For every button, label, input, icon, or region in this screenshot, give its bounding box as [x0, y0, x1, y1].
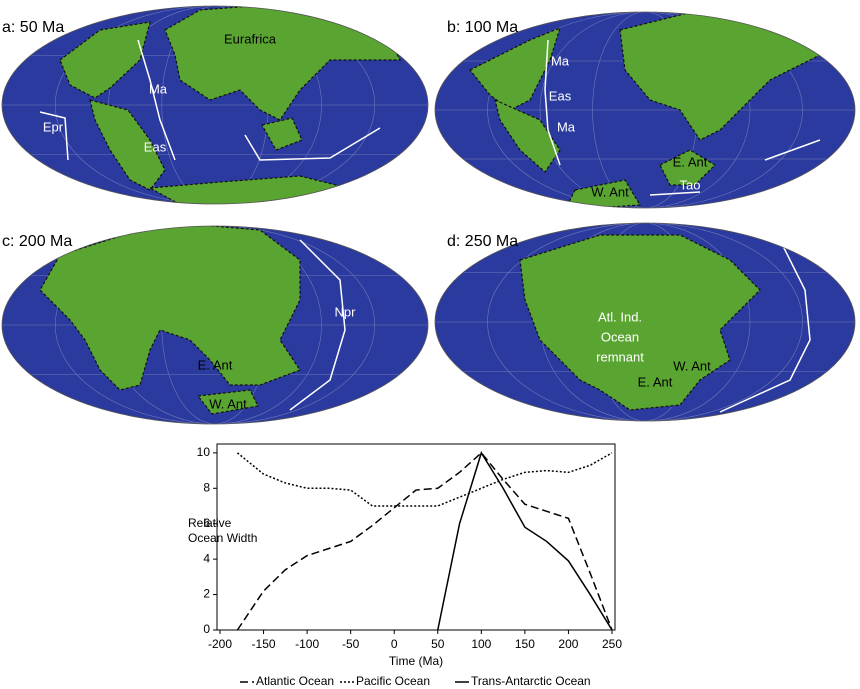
x-tick-label: -200 — [208, 637, 232, 651]
map-label: Ma — [149, 81, 168, 96]
x-axis-label: Time (Ma) — [389, 654, 443, 668]
ridge — [544, 39, 561, 166]
map — [2, 6, 428, 204]
series-line — [437, 451, 613, 631]
maps: a: 50 Ma Eurafrica Ma Epr Eas b: 100 Ma Ma Eas M… — [1, 5, 856, 425]
x-tick-label: -150 — [252, 637, 276, 651]
x-tick-label: 150 — [515, 637, 535, 651]
legend-label: Atlantic Ocean — [256, 674, 334, 688]
plot-frame — [216, 443, 616, 631]
map-label: Npr — [335, 304, 357, 319]
x-tick-label: -50 — [342, 637, 360, 651]
x-tick-label: 100 — [471, 637, 491, 651]
map-outline — [434, 11, 856, 209]
map-label: Epr — [43, 119, 64, 134]
map-label: remnant — [596, 349, 644, 364]
series-line — [236, 451, 613, 631]
continent — [196, 389, 259, 415]
map-label: W. Ant — [209, 396, 247, 411]
map-label: Eurafrica — [224, 31, 277, 46]
y-axis-label: Relative Ocean Width — [188, 516, 258, 545]
map — [435, 12, 855, 208]
y-tick-label: 0 — [203, 622, 210, 636]
map — [435, 223, 855, 421]
legend-label: Pacific Ocean — [356, 674, 430, 688]
continent — [659, 149, 716, 186]
map-label: Eas — [144, 139, 167, 154]
ridge — [289, 239, 346, 411]
legend-label: Trans-Antarctic Ocean — [471, 674, 591, 688]
ridge — [39, 111, 69, 161]
y-tick-label: 8 — [203, 480, 210, 494]
y-tick-label: 4 — [203, 551, 210, 565]
map-outline — [434, 222, 856, 422]
map-label: W. Ant — [591, 184, 629, 199]
map-label: E. Ant — [198, 357, 233, 372]
y-tick-label: 10 — [197, 445, 211, 459]
map-title: c: 200 Ma — [2, 233, 72, 250]
ridge — [244, 127, 381, 161]
map-label: Ocean — [601, 329, 639, 344]
map-outline — [1, 5, 429, 205]
ridge — [649, 191, 701, 196]
map-label: W. Ant — [673, 358, 711, 373]
continent — [494, 98, 561, 173]
continent — [59, 21, 151, 99]
map-label: E. Ant — [673, 154, 708, 169]
ridge — [719, 239, 811, 413]
map-label: Ma — [551, 53, 570, 68]
map-title: a: 50 Ma — [2, 19, 64, 36]
ridge — [137, 39, 176, 161]
y-tick-label: 2 — [203, 587, 210, 601]
continent — [261, 117, 303, 151]
continent — [519, 234, 761, 411]
x-tick-label: 50 — [431, 637, 445, 651]
x-tick-label: 200 — [558, 637, 578, 651]
map-label: Ma — [557, 119, 576, 134]
plot: -200 -150 -100 -50 0 50 100 150 200 250 0 2 4 6 8 10 Tim… — [197, 443, 622, 688]
continent — [89, 99, 166, 191]
map-outline — [1, 225, 429, 425]
map-label: Atl. Ind. — [598, 309, 642, 324]
map-label: Tao — [680, 177, 701, 192]
map — [2, 226, 428, 424]
continent — [39, 226, 301, 391]
ridge — [764, 139, 821, 161]
map-title: d: 250 Ma — [447, 233, 518, 250]
continent — [469, 26, 561, 111]
map-label: E. Ant — [638, 374, 673, 389]
x-tick-label: 250 — [602, 637, 622, 651]
y-tick-label: 6 — [203, 516, 210, 530]
map-title: b: 100 Ma — [447, 19, 518, 36]
map-label: Eas — [549, 88, 572, 103]
x-tick-label: -100 — [295, 637, 319, 651]
series-line — [236, 452, 613, 507]
x-tick-label: 0 — [391, 637, 398, 651]
